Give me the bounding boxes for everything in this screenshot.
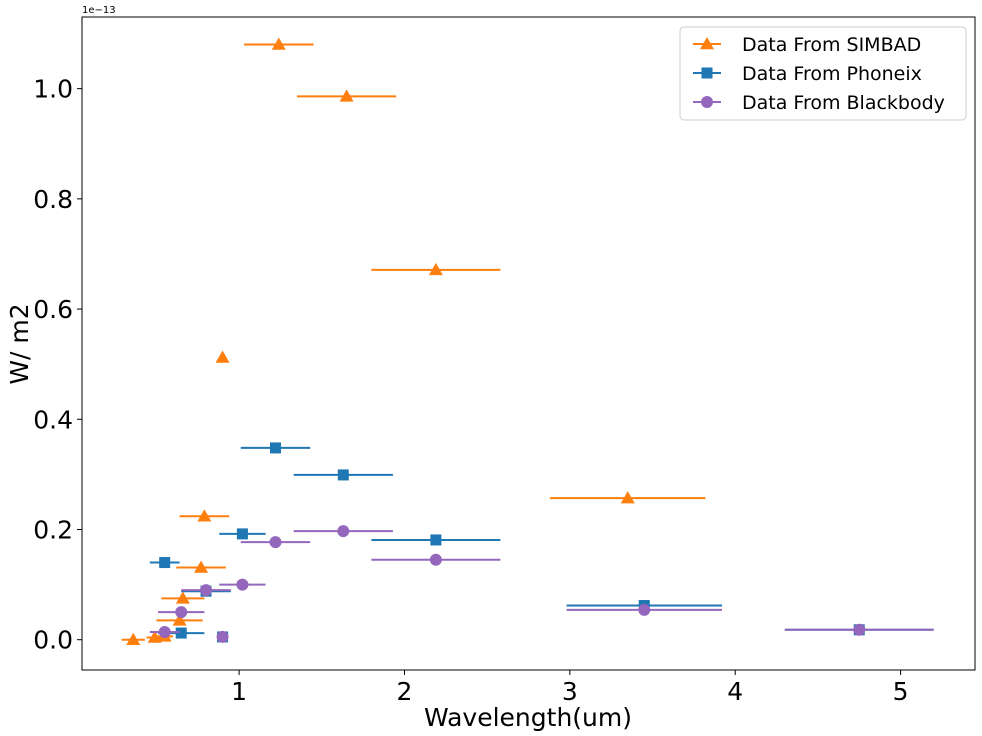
data-point: [158, 625, 171, 638]
data-point: [638, 603, 651, 616]
data-point: [337, 525, 350, 538]
legend-marker: [700, 37, 714, 50]
data-point: [430, 534, 442, 546]
y-tick-label: 0.0: [33, 626, 73, 655]
legend-label: Data From Blackbody: [742, 92, 945, 114]
series-circle: [149, 525, 934, 643]
data-point: [194, 560, 209, 573]
y-tick-label: 0.6: [33, 295, 73, 324]
series-triangle: [121, 37, 706, 645]
data-point: [428, 262, 443, 276]
y-axis-ticks: 0.0 0.2 0.4 0.6 0.8 1.0: [33, 75, 82, 655]
data-point: [175, 606, 188, 619]
data-point: [175, 627, 187, 639]
legend-marker: [701, 67, 713, 79]
data-point: [269, 536, 282, 549]
legend: Data From SIMBAD Data From Phoneix Data Fr…: [679, 26, 967, 121]
data-point: [159, 557, 171, 569]
data-point: [216, 630, 229, 643]
data-point: [853, 623, 866, 636]
data-point: [175, 591, 190, 604]
y-tick-label: 0.8: [33, 185, 73, 214]
x-tick-label: 5: [893, 677, 909, 706]
data-point: [429, 553, 442, 566]
y-axis-label: W/ m2: [5, 303, 34, 384]
legend-box: [679, 26, 967, 121]
plot-area: [121, 37, 934, 645]
x-tick-label: 1: [231, 677, 247, 706]
y-tick-label: 1.0: [33, 75, 73, 104]
data-point: [236, 578, 249, 591]
legend-marker: [701, 96, 713, 108]
data-point: [236, 528, 248, 540]
legend-label: Data From Phoneix: [742, 63, 922, 85]
data-point: [147, 630, 162, 643]
legend-label: Data From SIMBAD: [742, 34, 921, 56]
data-point: [271, 37, 286, 50]
data-point: [215, 350, 230, 363]
plot-frame: [81, 16, 976, 671]
data-point: [126, 632, 141, 645]
x-axis-label: Wavelength(um): [424, 703, 632, 732]
y-tick-label: 0.2: [33, 515, 73, 544]
x-tick-label: 3: [562, 677, 578, 706]
y-tick-label: 0.4: [33, 405, 73, 434]
data-point: [337, 469, 349, 481]
y-offset-label: 1e−13: [82, 5, 116, 16]
x-axis-ticks: 1 2 3 4 5: [231, 670, 909, 706]
data-point: [197, 509, 212, 522]
x-tick-label: 4: [727, 677, 743, 706]
data-point: [339, 89, 354, 102]
data-point: [269, 442, 281, 454]
data-point: [200, 584, 213, 597]
data-point: [620, 491, 635, 504]
data-point: [172, 613, 187, 626]
x-tick-label: 2: [397, 677, 413, 706]
